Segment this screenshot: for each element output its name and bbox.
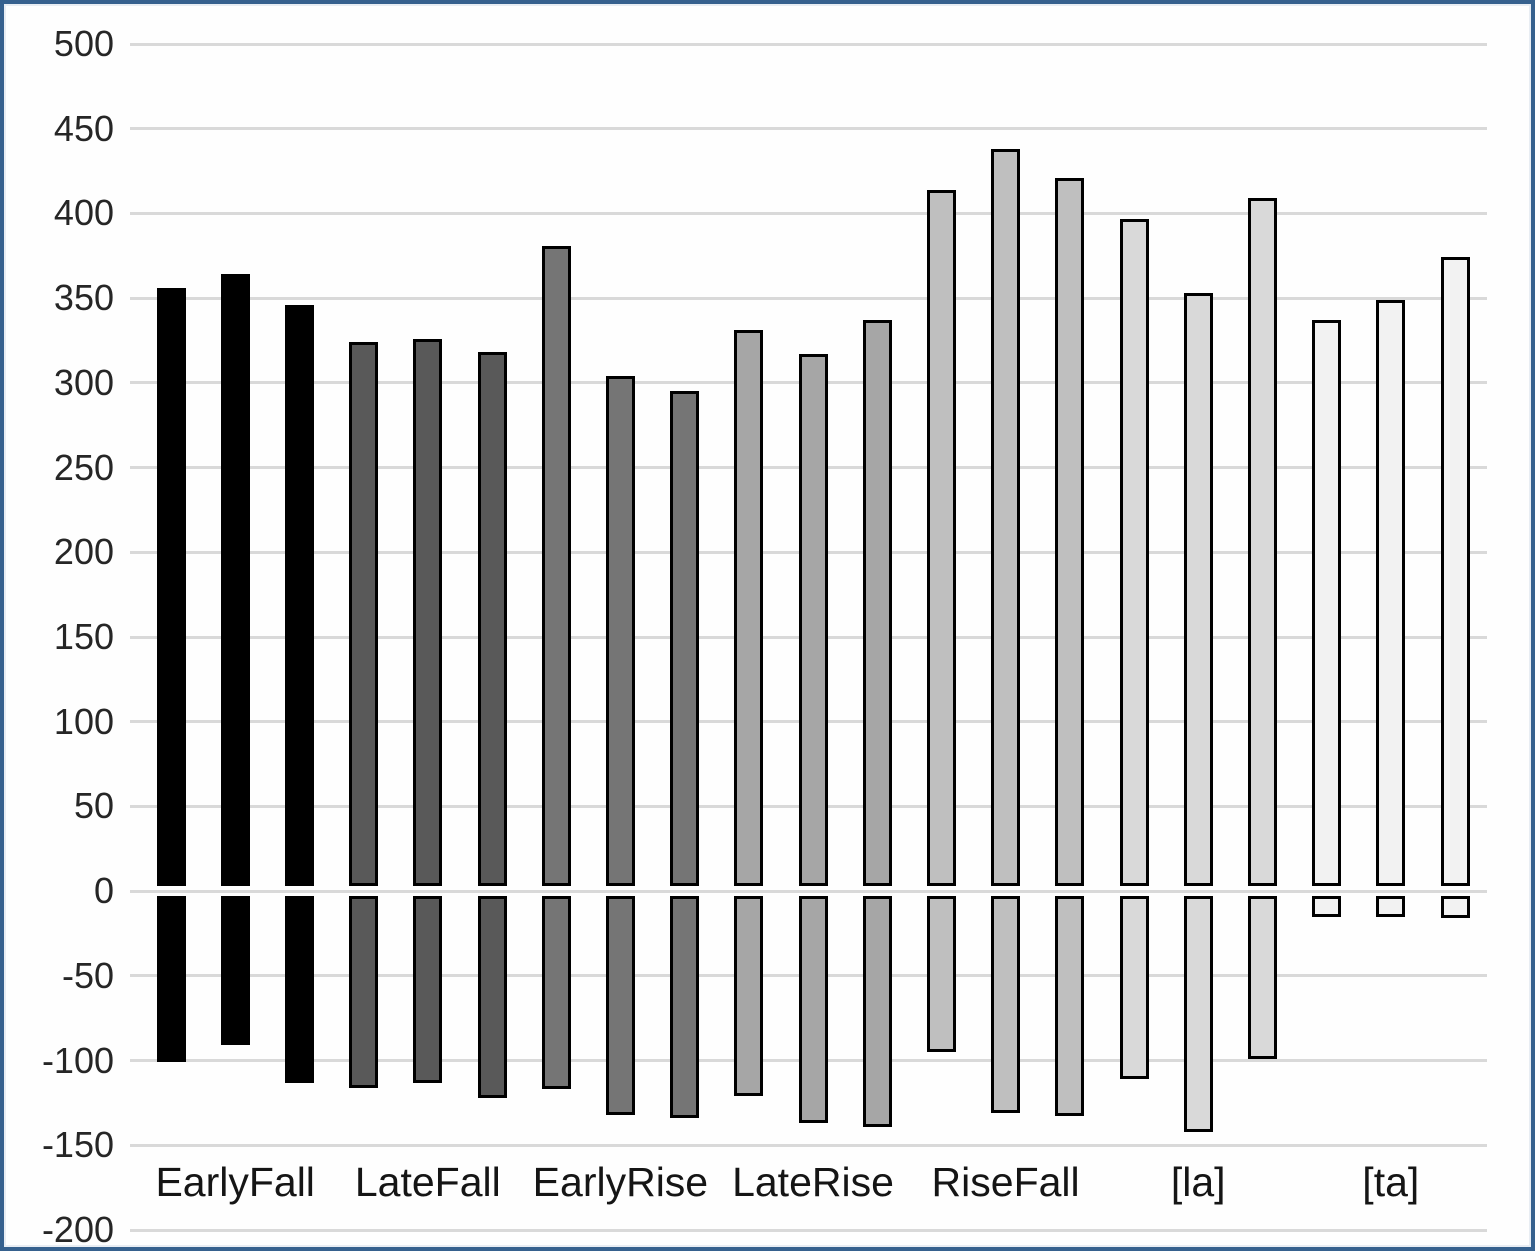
gridline bbox=[130, 1228, 1487, 1232]
bar-positive-segment bbox=[1055, 177, 1085, 887]
category-label: RiseFall bbox=[931, 1159, 1080, 1205]
y-tick-label: -200 bbox=[41, 1209, 114, 1250]
bar-negative-segment bbox=[1312, 896, 1342, 917]
y-tick-label: 500 bbox=[53, 23, 114, 64]
bar-negative-segment bbox=[1183, 896, 1213, 1132]
bar-positive-segment bbox=[1312, 320, 1342, 887]
bar-negative-segment bbox=[477, 896, 507, 1098]
y-tick-label: 50 bbox=[73, 785, 114, 827]
bar-positive-segment bbox=[284, 304, 314, 887]
y-tick-label: 350 bbox=[53, 277, 114, 319]
y-tick-label: 100 bbox=[53, 700, 114, 742]
bar-positive-segment bbox=[1440, 257, 1470, 887]
gridline bbox=[130, 211, 1487, 215]
bar-negative-segment bbox=[220, 896, 250, 1046]
category-label: LateFall bbox=[354, 1159, 501, 1205]
y-tick-label: -100 bbox=[41, 1039, 114, 1081]
bar-positive-segment bbox=[156, 287, 186, 887]
bar-negative-segment bbox=[1119, 896, 1149, 1080]
y-tick-label: -150 bbox=[41, 1124, 114, 1166]
y-tick-label: 0 bbox=[93, 870, 114, 912]
bar-positive-segment bbox=[926, 189, 956, 887]
y-tick-label: 200 bbox=[53, 531, 114, 573]
y-tick-label: 300 bbox=[53, 361, 114, 403]
bar-negative-segment bbox=[734, 896, 764, 1097]
bar-positive-segment bbox=[477, 352, 507, 887]
bar-positive-segment bbox=[220, 274, 250, 887]
bar-positive-segment bbox=[605, 376, 635, 887]
y-tick-label: 250 bbox=[53, 446, 114, 488]
bar-negative-segment bbox=[413, 896, 443, 1083]
bar-negative-segment bbox=[541, 896, 571, 1090]
category-label: [la] bbox=[1170, 1159, 1226, 1205]
bar-negative-segment bbox=[991, 896, 1021, 1114]
category-label: LateRise bbox=[732, 1159, 894, 1205]
gridline bbox=[130, 889, 1487, 893]
gridline bbox=[130, 1143, 1487, 1147]
bar-negative-segment bbox=[926, 896, 956, 1053]
bar-positive-segment bbox=[670, 391, 700, 887]
bar-negative-segment bbox=[862, 896, 892, 1127]
bar-negative-segment bbox=[1055, 896, 1085, 1117]
bar-positive-segment bbox=[349, 342, 379, 887]
y-tick-label: 400 bbox=[53, 192, 114, 234]
bar-positive-segment bbox=[1119, 218, 1149, 887]
bar-positive-segment bbox=[734, 330, 764, 887]
bar-positive-segment bbox=[1183, 293, 1213, 887]
y-tick-label: 450 bbox=[53, 107, 114, 149]
bar-negative-segment bbox=[349, 896, 379, 1088]
bar-positive-segment bbox=[862, 320, 892, 887]
y-tick-label: 150 bbox=[53, 616, 114, 657]
bar-negative-segment bbox=[670, 896, 700, 1119]
gridline bbox=[130, 42, 1487, 46]
bar-negative-segment bbox=[284, 896, 314, 1083]
y-tick-label: -50 bbox=[61, 954, 114, 996]
gridline bbox=[130, 296, 1487, 300]
category-label: EarlyFall bbox=[155, 1159, 315, 1205]
bar-positive-segment bbox=[798, 354, 828, 887]
gridline bbox=[130, 127, 1487, 131]
bar-negative-segment bbox=[1376, 896, 1406, 917]
bar-positive-segment bbox=[541, 245, 571, 887]
bar-positive-segment bbox=[991, 149, 1021, 887]
bar-positive-segment bbox=[1247, 198, 1277, 887]
bar-positive-segment bbox=[1376, 299, 1406, 887]
category-label: [ta] bbox=[1362, 1159, 1420, 1205]
category-label: EarlyRise bbox=[532, 1159, 709, 1205]
bar-negative-segment bbox=[605, 896, 635, 1115]
bar-negative-segment bbox=[1247, 896, 1277, 1059]
bar-negative-segment bbox=[156, 896, 186, 1063]
bar-negative-segment bbox=[1440, 896, 1470, 919]
bar-positive-segment bbox=[413, 338, 443, 887]
bar-negative-segment bbox=[798, 896, 828, 1124]
